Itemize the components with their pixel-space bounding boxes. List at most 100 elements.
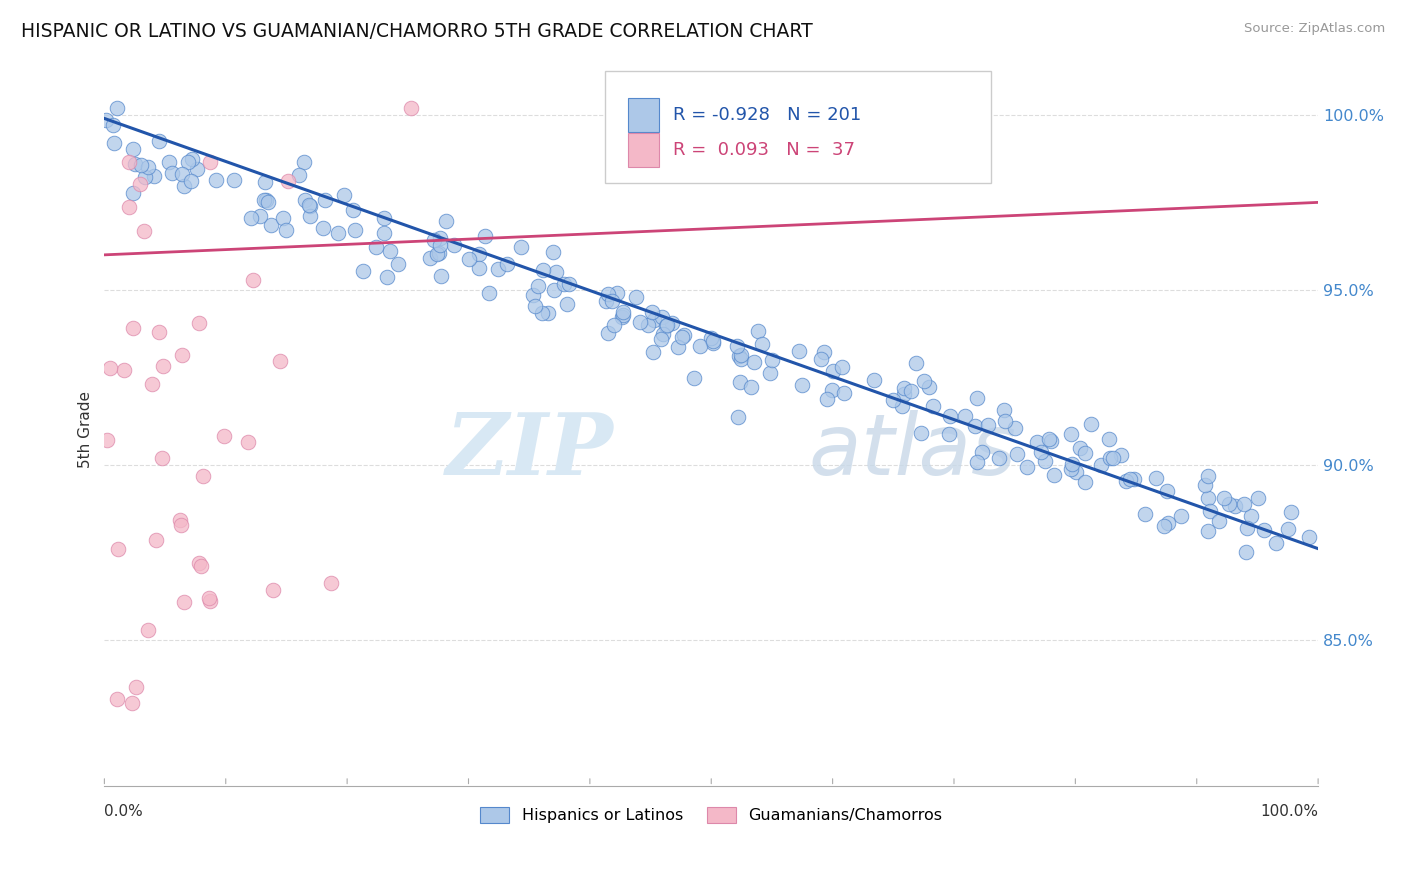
Point <box>1240 509 1263 524</box>
Point <box>553 277 575 292</box>
Point <box>430 268 453 283</box>
Point <box>121 186 143 200</box>
Point <box>1298 530 1320 544</box>
Point <box>142 169 165 183</box>
Point <box>495 256 517 270</box>
Point <box>1080 417 1102 431</box>
Point <box>751 337 773 351</box>
Point <box>375 270 398 285</box>
Point <box>523 299 546 313</box>
Point <box>655 318 678 333</box>
Point <box>1005 447 1028 461</box>
Point <box>105 692 128 706</box>
Point <box>1236 520 1258 534</box>
Legend: Hispanics or Latinos, Guamanians/Chamorros: Hispanics or Latinos, Guamanians/Chamorr… <box>474 801 949 830</box>
Point <box>742 355 765 369</box>
Point <box>905 356 928 370</box>
Point <box>125 680 148 694</box>
Point <box>141 377 163 392</box>
Point <box>478 286 501 301</box>
Point <box>666 339 689 353</box>
Point <box>910 425 932 440</box>
Point <box>259 218 281 232</box>
Point <box>366 240 388 254</box>
Point <box>555 297 578 311</box>
Point <box>277 174 299 188</box>
Point <box>603 318 626 333</box>
Point <box>1197 491 1219 505</box>
Point <box>292 155 315 169</box>
Point <box>254 193 277 207</box>
Point <box>789 343 811 358</box>
Y-axis label: 5th Grade: 5th Grade <box>79 392 93 468</box>
Point <box>419 251 441 265</box>
Text: R =  0.093   N =  37: R = 0.093 N = 37 <box>673 141 855 159</box>
Point <box>131 158 153 172</box>
Text: atlas: atlas <box>808 409 1017 492</box>
Point <box>650 332 672 346</box>
Point <box>595 294 617 309</box>
Point <box>728 349 751 363</box>
Point <box>730 352 752 367</box>
Point <box>288 168 311 182</box>
Point <box>107 541 129 556</box>
Point <box>249 209 271 223</box>
Point <box>352 264 374 278</box>
Text: ZIP: ZIP <box>446 409 614 493</box>
Point <box>1197 524 1219 539</box>
Point <box>612 305 634 319</box>
Point <box>531 306 554 320</box>
Point <box>1101 450 1123 465</box>
Point <box>823 364 845 378</box>
Point <box>326 226 349 240</box>
Point <box>373 211 395 226</box>
Point <box>1098 450 1121 465</box>
Point <box>759 366 782 380</box>
Point <box>124 157 146 171</box>
Point <box>637 318 659 333</box>
Point <box>148 325 170 339</box>
Point <box>1194 478 1216 492</box>
Point <box>922 399 945 413</box>
Point <box>468 260 491 275</box>
Point <box>256 195 278 210</box>
Point <box>157 154 180 169</box>
Point <box>790 378 813 392</box>
Point <box>423 233 446 247</box>
Point <box>1060 458 1083 472</box>
Point <box>1153 519 1175 533</box>
Point <box>1156 483 1178 498</box>
Point <box>1197 469 1219 483</box>
Point <box>1198 504 1220 518</box>
Point <box>1223 499 1246 513</box>
Point <box>955 409 977 423</box>
Point <box>128 177 150 191</box>
Point <box>262 582 284 597</box>
Point <box>1029 445 1052 459</box>
Point <box>269 354 291 368</box>
Point <box>426 246 449 260</box>
Point <box>813 344 835 359</box>
Point <box>170 167 193 181</box>
Point <box>387 257 409 271</box>
Point <box>1133 508 1156 522</box>
Point <box>242 273 264 287</box>
Point <box>938 427 960 442</box>
Point <box>170 517 193 532</box>
Point <box>1111 448 1133 462</box>
Point <box>531 263 554 277</box>
Point <box>177 154 200 169</box>
Point <box>702 335 724 350</box>
Point <box>546 265 568 279</box>
Point <box>170 348 193 362</box>
Point <box>298 198 321 212</box>
Point <box>378 244 401 258</box>
Point <box>537 306 560 320</box>
Point <box>474 228 496 243</box>
Point <box>1064 466 1087 480</box>
Point <box>810 352 832 367</box>
Point <box>443 238 465 252</box>
Point <box>939 409 962 423</box>
Point <box>169 513 191 527</box>
Point <box>105 101 128 115</box>
